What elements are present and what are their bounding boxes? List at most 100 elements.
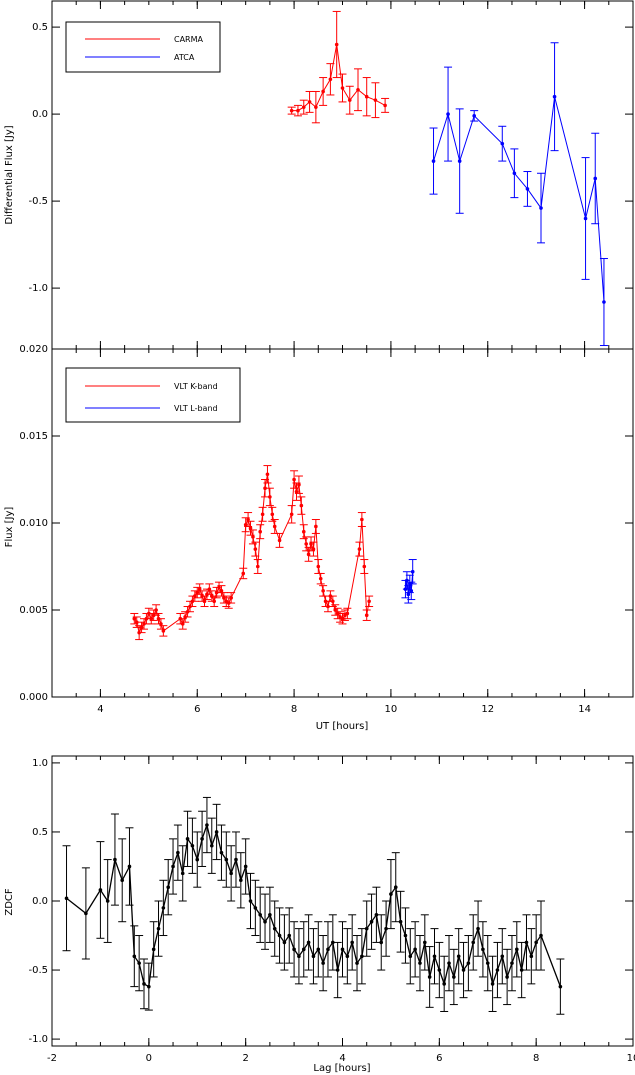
- data-point: [64, 896, 69, 901]
- legend-label-vlt-k: VLT K-band: [174, 382, 218, 391]
- data-point: [260, 512, 265, 517]
- xtick-label: 0: [146, 1053, 152, 1064]
- data-point: [446, 112, 450, 116]
- data-point: [234, 857, 238, 862]
- data-point: [481, 947, 485, 952]
- data-point: [243, 864, 248, 869]
- data-point: [246, 517, 250, 522]
- data-point: [253, 547, 258, 551]
- ytick-label: 0.5: [32, 827, 48, 838]
- panel1-series: [287, 10, 608, 347]
- panel-zdcf: ZDCF Lag [hours] 1.0 0.5 0.0 -0.5 -1.0 -2 0 2 4 6…: [4, 755, 635, 1074]
- data-point: [406, 592, 411, 597]
- data-point: [340, 86, 345, 90]
- data-point: [277, 538, 282, 543]
- data-point: [113, 857, 117, 862]
- data-point: [347, 98, 352, 102]
- panel2-frame: [51, 348, 634, 698]
- data-point: [393, 885, 398, 889]
- data-point: [331, 599, 335, 604]
- ytick-label: -1.0: [28, 283, 48, 294]
- data-point: [251, 535, 255, 539]
- panel3-frame: [51, 755, 634, 1047]
- data-point: [409, 589, 414, 593]
- data-point: [207, 587, 212, 591]
- panel3-series: [62, 796, 565, 1015]
- data-point: [335, 968, 340, 972]
- data-point: [510, 961, 514, 965]
- data-point: [277, 933, 282, 938]
- data-point: [373, 98, 378, 102]
- data-point: [134, 620, 139, 624]
- data-point: [334, 42, 339, 47]
- ytick-label: -0.5: [28, 196, 48, 207]
- data-point: [457, 159, 462, 163]
- data-point: [500, 954, 505, 959]
- data-point: [490, 982, 495, 986]
- data-point: [265, 472, 270, 477]
- data-point: [500, 141, 505, 146]
- data-point: [154, 608, 158, 612]
- data-point: [306, 940, 311, 945]
- data-point: [512, 171, 517, 176]
- data-point: [292, 477, 296, 482]
- data-point: [180, 871, 185, 876]
- data-point: [205, 823, 209, 827]
- data-point: [248, 526, 253, 531]
- data-point: [307, 100, 312, 104]
- data-point: [452, 975, 456, 979]
- data-point: [209, 843, 214, 848]
- xtick-label: -2: [47, 1053, 57, 1064]
- data-point: [311, 954, 316, 959]
- ytick-label: 0.0: [32, 109, 48, 120]
- panel1-frame: [51, 0, 634, 350]
- data-point: [357, 547, 362, 551]
- data-point: [495, 968, 500, 972]
- xtick-label: 10: [627, 1053, 635, 1064]
- data-point: [328, 77, 333, 82]
- data-point: [301, 947, 306, 952]
- ytick-label: 0.000: [19, 692, 48, 703]
- data-point: [505, 975, 509, 979]
- xtick-label: 4: [97, 704, 103, 715]
- panel3-axes: 1.0 0.5 0.0 -0.5 -1.0 -2 0 2 4 6 8 10: [28, 756, 635, 1064]
- data-point: [180, 622, 185, 626]
- data-point: [534, 940, 538, 945]
- data-point: [593, 176, 598, 181]
- data-point: [294, 489, 299, 494]
- data-point: [335, 611, 340, 616]
- data-point: [364, 94, 369, 99]
- data-point: [309, 542, 313, 546]
- data-point: [311, 547, 316, 551]
- data-point: [132, 954, 137, 959]
- xtick-label: 12: [481, 704, 494, 715]
- data-point: [316, 947, 321, 952]
- panel3-ylabel: ZDCF: [4, 888, 15, 916]
- data-point: [185, 837, 190, 841]
- data-point: [471, 940, 476, 945]
- data-point: [374, 913, 379, 917]
- data-point: [272, 524, 277, 529]
- panel2-xlabel: UT [hours]: [316, 721, 369, 732]
- ytick-label: 0.5: [32, 22, 48, 33]
- data-point: [314, 105, 318, 109]
- data-point: [360, 954, 364, 959]
- panel3-xlabel: Lag [hours]: [313, 1063, 370, 1074]
- data-point: [212, 599, 216, 604]
- data-point: [224, 857, 229, 862]
- ytick-label: 0.0: [32, 896, 48, 907]
- series-zdcf: [62, 796, 565, 1015]
- data-point: [321, 961, 325, 965]
- data-point: [350, 940, 354, 945]
- data-point: [384, 926, 388, 931]
- data-point: [190, 843, 195, 848]
- data-point: [151, 947, 156, 952]
- xtick-label: 8: [291, 704, 297, 715]
- data-point: [127, 864, 132, 869]
- xtick-label: 6: [436, 1053, 442, 1064]
- data-point: [297, 954, 301, 959]
- data-point: [161, 629, 166, 633]
- data-point: [176, 850, 180, 855]
- data-point: [360, 517, 364, 522]
